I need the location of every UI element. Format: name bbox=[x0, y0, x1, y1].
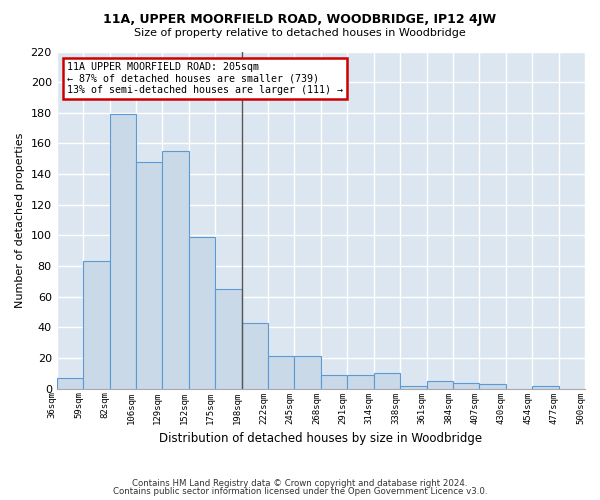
Bar bbox=[163, 151, 189, 388]
Bar bbox=[189, 237, 215, 388]
Bar bbox=[136, 162, 163, 388]
Bar bbox=[268, 356, 295, 388]
X-axis label: Distribution of detached houses by size in Woodbridge: Distribution of detached houses by size … bbox=[159, 432, 482, 445]
Text: Size of property relative to detached houses in Woodbridge: Size of property relative to detached ho… bbox=[134, 28, 466, 38]
Bar bbox=[321, 375, 347, 388]
Bar bbox=[347, 375, 374, 388]
Bar bbox=[453, 382, 479, 388]
Bar bbox=[295, 356, 321, 388]
Text: 11A UPPER MOORFIELD ROAD: 205sqm
← 87% of detached houses are smaller (739)
13% : 11A UPPER MOORFIELD ROAD: 205sqm ← 87% o… bbox=[67, 62, 343, 95]
Bar bbox=[427, 381, 453, 388]
Y-axis label: Number of detached properties: Number of detached properties bbox=[15, 132, 25, 308]
Bar bbox=[374, 374, 400, 388]
Text: 11A, UPPER MOORFIELD ROAD, WOODBRIDGE, IP12 4JW: 11A, UPPER MOORFIELD ROAD, WOODBRIDGE, I… bbox=[103, 12, 497, 26]
Text: Contains public sector information licensed under the Open Government Licence v3: Contains public sector information licen… bbox=[113, 487, 487, 496]
Bar bbox=[400, 386, 427, 388]
Bar bbox=[110, 114, 136, 388]
Bar bbox=[56, 378, 83, 388]
Bar bbox=[532, 386, 559, 388]
Bar bbox=[83, 262, 110, 388]
Bar bbox=[242, 322, 268, 388]
Bar bbox=[479, 384, 506, 388]
Bar bbox=[215, 289, 242, 388]
Text: Contains HM Land Registry data © Crown copyright and database right 2024.: Contains HM Land Registry data © Crown c… bbox=[132, 478, 468, 488]
